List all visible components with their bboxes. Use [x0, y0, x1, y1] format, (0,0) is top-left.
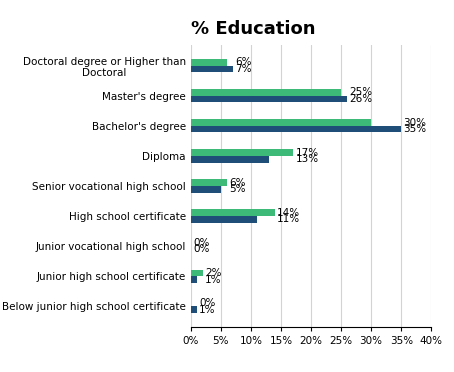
Text: 11%: 11%	[277, 214, 301, 224]
Bar	[191, 59, 227, 66]
Bar	[191, 66, 233, 72]
Text: 17%: 17%	[296, 148, 318, 158]
Bar	[191, 89, 341, 96]
Bar	[191, 216, 257, 223]
Bar	[191, 209, 275, 216]
Bar	[191, 156, 269, 163]
Text: 7%: 7%	[235, 64, 252, 74]
Text: 13%: 13%	[296, 154, 318, 164]
Text: 1%: 1%	[199, 305, 216, 315]
Text: 6%: 6%	[235, 57, 252, 67]
Bar	[191, 306, 197, 313]
Text: % Education: % Education	[191, 19, 315, 38]
Bar	[191, 119, 371, 126]
Text: 30%: 30%	[404, 118, 427, 128]
Text: 2%: 2%	[205, 268, 222, 278]
Text: 6%: 6%	[229, 178, 246, 188]
Bar	[191, 126, 401, 132]
Text: 26%: 26%	[350, 94, 373, 104]
Bar	[191, 96, 347, 102]
Bar	[191, 276, 197, 283]
Bar	[191, 270, 203, 276]
Text: 14%: 14%	[277, 208, 301, 218]
Bar	[191, 149, 293, 156]
Bar	[191, 179, 227, 186]
Text: 0%: 0%	[193, 238, 209, 248]
Text: 35%: 35%	[404, 124, 427, 134]
Bar	[191, 186, 221, 193]
Text: 1%: 1%	[205, 275, 222, 285]
Text: 0%: 0%	[193, 244, 209, 254]
Text: 0%: 0%	[199, 298, 216, 308]
Text: 5%: 5%	[229, 184, 246, 194]
Text: 25%: 25%	[350, 87, 373, 97]
